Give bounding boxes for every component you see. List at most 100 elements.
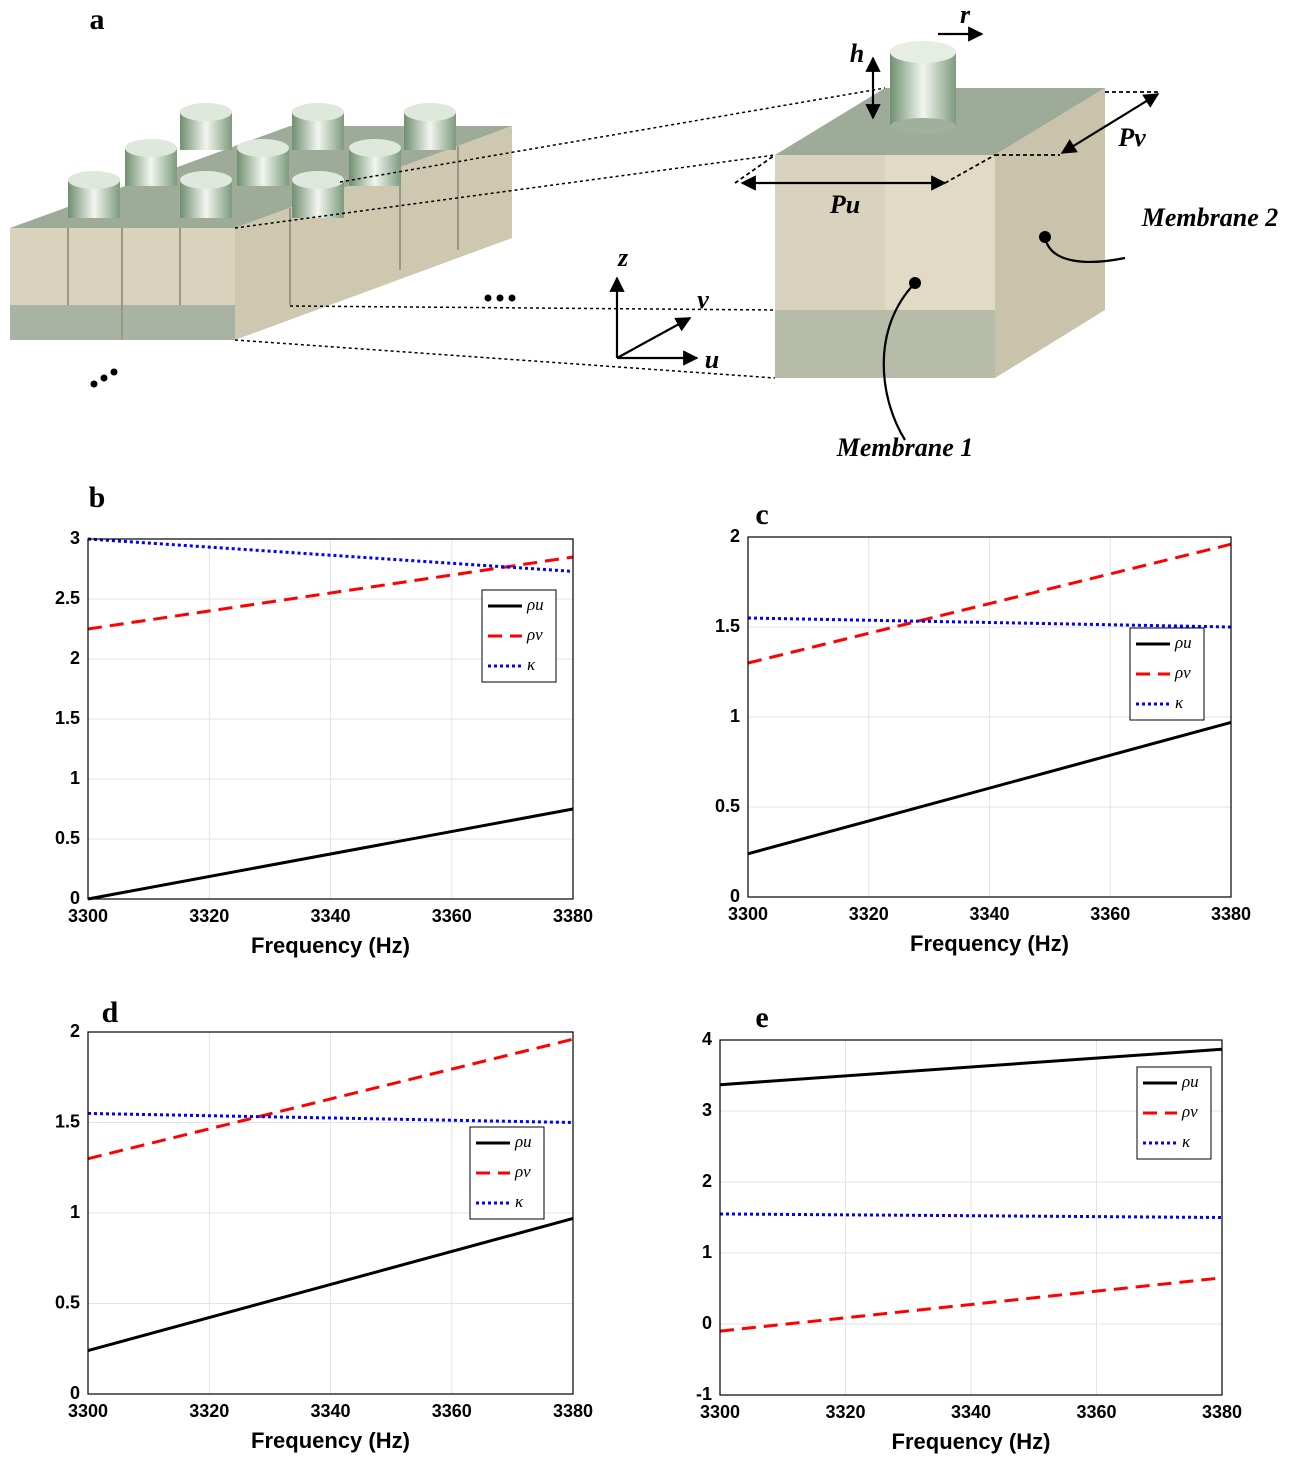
series-line xyxy=(87,555,574,631)
x-tick-label: 3360 xyxy=(1090,904,1130,924)
y-tick-label: 3 xyxy=(70,528,80,548)
block-side xyxy=(235,126,512,340)
y-tick-label: 0 xyxy=(730,886,740,906)
x-tick-label: 3300 xyxy=(68,1401,108,1421)
pv-label: Pv xyxy=(1117,123,1146,152)
panel-label: b xyxy=(89,481,106,514)
series-line xyxy=(87,1111,574,1124)
diagram: a r h Pv Pu Membrane 2 Membrane 1 z v u xyxy=(10,0,1278,462)
series-line xyxy=(87,807,574,901)
legend-label: ρv xyxy=(514,1162,531,1181)
x-tick-label: 3340 xyxy=(310,906,350,926)
plot-frame xyxy=(87,538,574,900)
panel-label: c xyxy=(755,498,768,531)
y-tick-label: 1 xyxy=(70,768,80,788)
membrane-2-label: Membrane 2 xyxy=(1141,203,1279,232)
membrane-1-point xyxy=(909,277,921,289)
y-tick-label: 1.5 xyxy=(55,1111,80,1131)
y-tick-label: 4 xyxy=(702,1029,712,1049)
x-tick-label: 3380 xyxy=(553,1401,593,1421)
y-tick-label: 0 xyxy=(70,1383,80,1403)
chart: 3300 3320 3340 3360 3380 0 0.5 1 1.5 2 Frequency (… xyxy=(55,996,593,1453)
legend-label: ρu xyxy=(1174,633,1192,652)
y-tick-label: 2 xyxy=(730,526,740,546)
x-tick-label: 3360 xyxy=(432,906,472,926)
panel-label: a xyxy=(90,3,105,36)
x-tick-label: 3300 xyxy=(728,904,768,924)
x-axis-label: Frequency (Hz) xyxy=(892,1429,1051,1454)
legend-label: κ xyxy=(1175,693,1184,712)
v-label: v xyxy=(697,285,709,314)
y-tick-label: 0.5 xyxy=(715,796,740,816)
u-label: u xyxy=(705,345,719,374)
membrane-1-label: Membrane 1 xyxy=(836,433,974,462)
ellipsis-dots xyxy=(90,294,516,388)
block-walls xyxy=(67,146,459,340)
y-tick-label: 2.5 xyxy=(55,588,80,608)
membrane-1-wall xyxy=(885,155,995,310)
series-line xyxy=(747,542,1232,665)
y-tick-label: 1 xyxy=(730,706,740,726)
chart: 3300 3320 3340 3360 3380 -1 0 1 2 3 4 Frequency (Hz… xyxy=(696,1001,1242,1454)
dimension-arrows xyxy=(609,26,1160,441)
x-tick-label: 3340 xyxy=(969,904,1009,924)
plot-frame xyxy=(747,536,1232,898)
series-line xyxy=(747,616,1232,629)
r-label: r xyxy=(960,0,971,29)
x-axis-label: Frequency (Hz) xyxy=(251,1428,410,1453)
y-tick-label: -1 xyxy=(696,1384,712,1404)
y-tick-label: 1.5 xyxy=(715,616,740,636)
x-tick-label: 3320 xyxy=(189,1401,229,1421)
y-tick-label: 2 xyxy=(70,1021,80,1041)
legend-label: κ xyxy=(527,655,536,674)
x-tick-label: 3320 xyxy=(189,906,229,926)
x-axis-label: Frequency (Hz) xyxy=(910,931,1069,956)
x-tick-label: 3320 xyxy=(825,1402,865,1422)
legend-label: ρv xyxy=(1181,1102,1198,1121)
y-tick-label: 2 xyxy=(702,1171,712,1191)
cell-cylinder xyxy=(890,41,956,134)
legend-label: κ xyxy=(1182,1132,1191,1151)
panel-label: e xyxy=(755,1001,768,1034)
series-line xyxy=(719,1276,1223,1333)
legend-label: ρv xyxy=(1174,663,1191,682)
cell-side xyxy=(995,88,1105,378)
legend-label: ρu xyxy=(526,595,544,614)
legend-label: ρu xyxy=(514,1132,532,1151)
legend-label: κ xyxy=(515,1192,524,1211)
membrane-2-point xyxy=(1039,231,1051,243)
y-tick-label: 0 xyxy=(702,1313,712,1333)
chart: 3300 3320 3340 3360 3380 0 0.5 1 1.5 2 2.5 3 Frequen… xyxy=(55,481,593,958)
plot-frame xyxy=(719,1039,1223,1396)
panel-label: d xyxy=(102,996,119,1029)
y-tick-label: 1.5 xyxy=(55,708,80,728)
y-tick-label: 1 xyxy=(702,1242,712,1262)
x-tick-label: 3380 xyxy=(1211,904,1251,924)
legend-label: ρv xyxy=(526,625,543,644)
x-tick-label: 3380 xyxy=(553,906,593,926)
x-tick-label: 3360 xyxy=(1076,1402,1116,1422)
series-line xyxy=(87,1037,574,1161)
connectors xyxy=(234,87,886,379)
chart: 3300 3320 3340 3360 3380 0 0.5 1 1.5 2 Frequency (… xyxy=(715,498,1251,956)
pu-label: Pu xyxy=(829,190,860,219)
x-tick-label: 3380 xyxy=(1202,1402,1242,1422)
cylinders xyxy=(68,103,456,218)
x-tick-label: 3300 xyxy=(68,906,108,926)
series-line xyxy=(87,1216,574,1353)
y-tick-label: 2 xyxy=(70,648,80,668)
y-tick-label: 1 xyxy=(70,1202,80,1222)
legend-label: ρu xyxy=(1181,1072,1199,1091)
series-line xyxy=(719,1047,1223,1087)
y-tick-label: 0 xyxy=(70,888,80,908)
x-tick-label: 3340 xyxy=(310,1401,350,1421)
x-axis-label: Frequency (Hz) xyxy=(251,933,410,958)
x-tick-label: 3300 xyxy=(700,1402,740,1422)
y-tick-label: 0.5 xyxy=(55,1292,80,1312)
series-line xyxy=(747,720,1232,856)
y-tick-label: 0.5 xyxy=(55,828,80,848)
y-tick-label: 3 xyxy=(702,1100,712,1120)
x-tick-label: 3320 xyxy=(849,904,889,924)
z-label: z xyxy=(617,243,629,272)
